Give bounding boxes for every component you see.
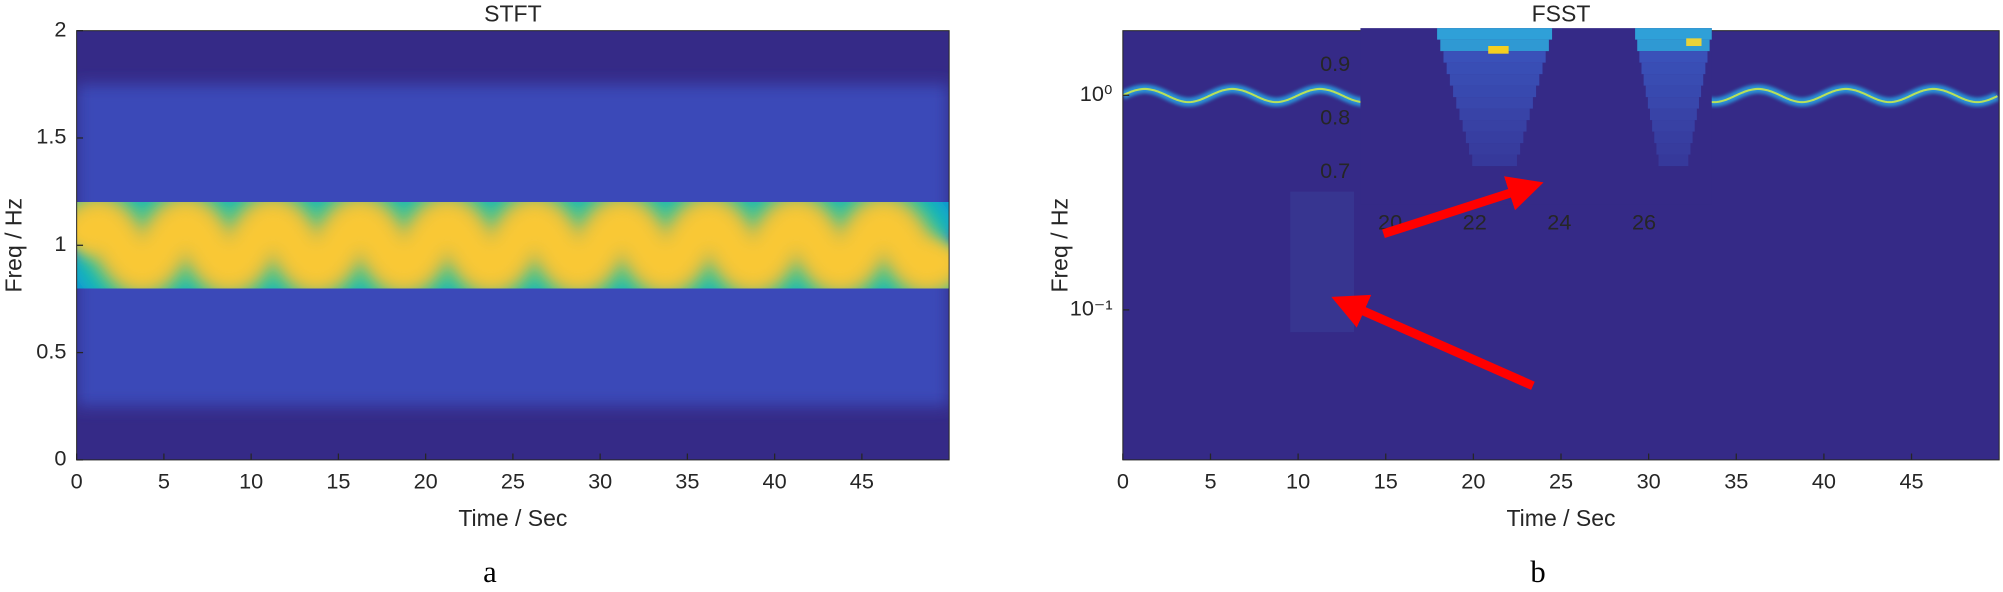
block (1488, 46, 1509, 54)
x-axis-label: Time / Sec (458, 505, 567, 531)
x-tick-label: 20 (1461, 469, 1485, 494)
block (1472, 154, 1517, 167)
block (1647, 97, 1699, 109)
block (1637, 39, 1710, 52)
energy-band (76, 204, 950, 286)
block (1446, 62, 1543, 75)
arrow (1331, 294, 1535, 390)
block (1686, 38, 1702, 47)
block (1652, 120, 1695, 132)
x-tick-label: 5 (158, 469, 170, 494)
y-tick-label: 0.9 (1320, 51, 1350, 76)
block (1462, 120, 1527, 132)
block (1656, 143, 1691, 155)
x-tick-label: 0 (71, 469, 83, 494)
x-tick-label: 0 (1117, 469, 1129, 494)
spectrogram (76, 84, 950, 407)
block (1465, 131, 1524, 144)
x-tick-label: 10 (1286, 469, 1310, 494)
block (1449, 74, 1540, 86)
block (1641, 62, 1706, 75)
y-axis-label: Freq / Hz (0, 198, 26, 293)
block (1654, 131, 1693, 144)
panel: 20 22 24 260.70.80.9 (1320, 28, 1712, 234)
x-tick-label: 35 (675, 469, 699, 494)
block (1658, 154, 1689, 167)
block (1456, 97, 1533, 109)
x-tick-label: 26 (1632, 209, 1656, 234)
x-tick-label: 10 (239, 469, 263, 494)
y-tick-label: 0 (54, 446, 66, 471)
arrow (1382, 176, 1544, 239)
panel-label: b (1530, 555, 1545, 589)
chart-title: FSST (1532, 0, 1591, 26)
x-tick-label: 45 (850, 469, 874, 494)
x-tick-label: 40 (763, 469, 787, 494)
block (1639, 51, 1708, 63)
y-tick-label: 0.7 (1320, 158, 1350, 183)
x-tick-label: 22 (1463, 209, 1487, 234)
y-tick-label: 10⁻¹ (1070, 296, 1113, 321)
y-tick-label: 0.8 (1320, 105, 1350, 130)
axes-frame (76, 30, 950, 461)
block (1469, 143, 1521, 155)
x-axis-label: Time / Sec (1507, 505, 1616, 531)
block (1650, 108, 1697, 121)
x-tick-label: 40 (1812, 469, 1836, 494)
block (1443, 51, 1546, 63)
x-tick-label: 45 (1899, 469, 1923, 494)
y-tick-label: 1 (54, 231, 66, 256)
chart-title: STFT (484, 0, 541, 26)
block (1635, 28, 1712, 40)
block (1643, 74, 1704, 86)
x-tick-label: 24 (1547, 209, 1571, 234)
x-tick-label: 15 (326, 469, 350, 494)
y-tick-label: 0.5 (36, 338, 66, 363)
block (1437, 28, 1553, 40)
inset-blocks (1437, 28, 1712, 167)
x-tick-label: 30 (1637, 469, 1661, 494)
x-tick-label: 5 (1204, 469, 1216, 494)
x-tick-label: 25 (501, 469, 525, 494)
x-tick-label: 35 (1724, 469, 1748, 494)
y-axis-label: Freq / Hz (1047, 198, 1073, 293)
x-tick-label: 25 (1549, 469, 1573, 494)
y-tick-label: 2 (54, 16, 66, 41)
block (1459, 108, 1530, 121)
x-tick-label: 15 (1374, 469, 1398, 494)
y-tick-label: 1.5 (36, 124, 66, 149)
block (1440, 39, 1549, 52)
x-tick-label: 30 (588, 469, 612, 494)
leak (1290, 191, 1355, 333)
x-tick-label: 20 (414, 469, 438, 494)
panel: 0 5 10 15 20 25 30 35 40 45 0 0.5 1 1.5 2 STFT Time / Se… (0, 0, 950, 589)
y-tick-label: 10⁰ (1080, 81, 1113, 106)
block (1645, 85, 1702, 98)
block (1453, 85, 1537, 98)
panel-label: a (483, 555, 497, 589)
